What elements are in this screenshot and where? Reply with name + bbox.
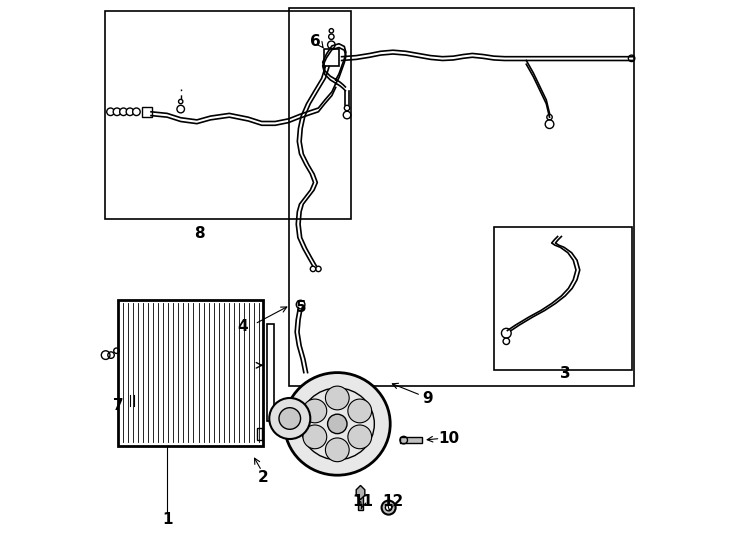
Circle shape xyxy=(348,425,371,449)
Bar xyxy=(358,489,363,510)
Bar xyxy=(117,300,264,446)
Polygon shape xyxy=(356,485,365,500)
Text: 6: 6 xyxy=(310,33,321,49)
Bar xyxy=(324,49,339,66)
Circle shape xyxy=(303,399,327,423)
Circle shape xyxy=(382,501,396,515)
Circle shape xyxy=(325,386,349,410)
Bar xyxy=(142,107,151,117)
Circle shape xyxy=(106,108,115,116)
Circle shape xyxy=(126,108,134,116)
Text: 3: 3 xyxy=(560,366,571,381)
Circle shape xyxy=(303,425,327,449)
Text: 4: 4 xyxy=(238,319,248,334)
Circle shape xyxy=(327,414,347,434)
Circle shape xyxy=(113,108,121,116)
Text: 5: 5 xyxy=(296,300,306,315)
Text: 1: 1 xyxy=(162,512,172,527)
Circle shape xyxy=(279,408,301,429)
Text: 11: 11 xyxy=(353,494,374,509)
Text: 10: 10 xyxy=(438,431,459,446)
Bar xyxy=(494,227,631,370)
Circle shape xyxy=(325,438,349,462)
Circle shape xyxy=(120,108,127,116)
Circle shape xyxy=(269,398,310,439)
Text: 2: 2 xyxy=(258,470,269,485)
Text: 8: 8 xyxy=(195,226,205,241)
Circle shape xyxy=(133,108,140,116)
Ellipse shape xyxy=(284,373,390,475)
Bar xyxy=(257,428,262,440)
Text: 7: 7 xyxy=(113,397,124,413)
Circle shape xyxy=(348,399,371,423)
Text: 9: 9 xyxy=(422,391,433,406)
Bar xyxy=(266,324,274,421)
Bar xyxy=(401,437,422,443)
Bar xyxy=(288,8,634,386)
Text: 12: 12 xyxy=(382,494,404,509)
Circle shape xyxy=(385,504,392,511)
Bar xyxy=(105,11,351,219)
